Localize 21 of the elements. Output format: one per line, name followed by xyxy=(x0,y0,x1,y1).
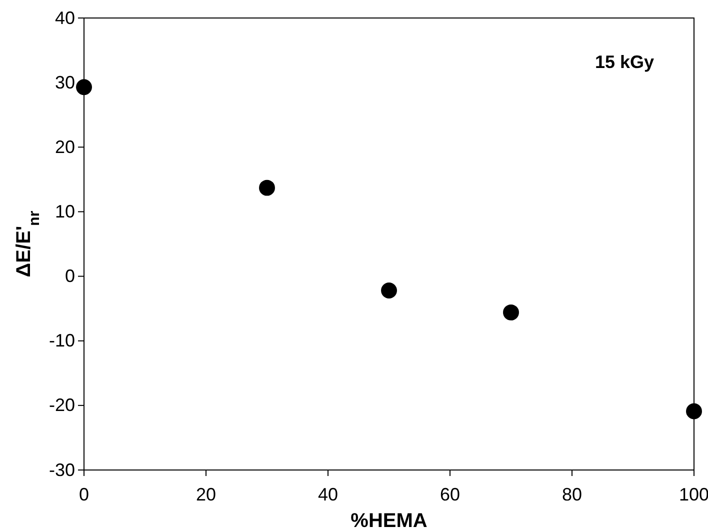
y-tick-label: -10 xyxy=(48,330,75,351)
y-tick-label: -30 xyxy=(48,460,75,480)
x-tick-label: 40 xyxy=(318,484,338,505)
y-tick-label: 20 xyxy=(54,136,75,157)
point xyxy=(76,79,92,96)
x-tick-label: 20 xyxy=(196,484,216,505)
x-tick-label: 80 xyxy=(562,484,582,505)
x-tick-label: 100 xyxy=(678,484,708,505)
x-tick-label: 0 xyxy=(78,484,90,505)
point xyxy=(259,180,275,196)
annotation: 15 kGy xyxy=(594,52,654,72)
point xyxy=(381,282,397,298)
point xyxy=(686,403,702,420)
x-axis-title: %HEMA xyxy=(350,510,428,531)
y-tick-label: -20 xyxy=(48,395,75,416)
x-tick-label: 60 xyxy=(440,484,460,505)
point xyxy=(503,304,519,320)
y-tick-label: 10 xyxy=(54,201,75,222)
y-tick-label: 40 xyxy=(54,8,75,28)
y-tick-label: 0 xyxy=(64,266,75,286)
y-tick-label: 30 xyxy=(54,72,75,92)
